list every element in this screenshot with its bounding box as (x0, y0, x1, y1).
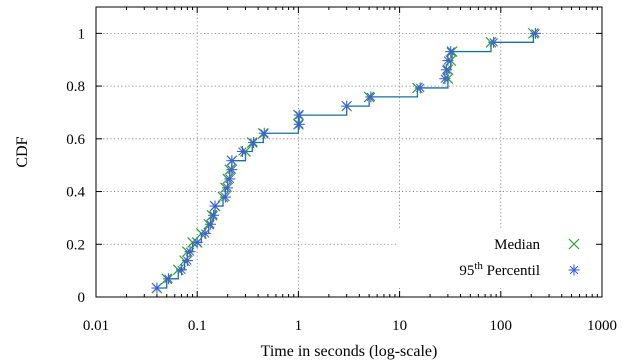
legend-marker-p95 (568, 264, 580, 276)
p95-point (151, 282, 163, 294)
x-tick-label: 0.01 (83, 318, 109, 334)
x-tick-label: 10 (392, 318, 407, 334)
y-tick-label: 0.4 (66, 185, 85, 201)
legend-asterisk-glyph (568, 264, 580, 276)
p95-point (439, 73, 451, 85)
legend-marker-median (568, 238, 580, 250)
p95-point (181, 255, 193, 267)
p95-point (219, 191, 231, 203)
x-axis-title: Time in seconds (log-scale) (261, 343, 438, 360)
p95-point (293, 118, 305, 130)
x-tick-label: 100 (490, 318, 513, 334)
data-markers (151, 27, 541, 294)
legend-label-median: Median (494, 237, 540, 253)
axis-ticks: 0.01 0.1 1 10 100 1000 0 0.2 0.4 0.6 0.8 1 (66, 7, 617, 334)
y-tick-label: 1 (78, 26, 86, 42)
legend: Median 95th Percentil (459, 237, 580, 279)
legend-background (398, 230, 598, 288)
legend-p95-superscript: th (474, 260, 483, 272)
p95-point (209, 200, 221, 212)
x-tick-label: 0.1 (188, 318, 207, 334)
p95-point (445, 46, 457, 58)
p95-point (488, 36, 500, 48)
legend-x-glyph (568, 238, 580, 250)
p95-point (365, 91, 377, 103)
p95-point (341, 100, 353, 112)
p95-point (191, 236, 203, 248)
p95-point (247, 137, 259, 149)
p95-point (176, 264, 188, 276)
plot-frame (95, 6, 603, 298)
y-tick-label: 0.6 (66, 132, 85, 148)
y-tick-label: 0.2 (66, 237, 85, 253)
p95-point (258, 127, 270, 139)
p95-point (184, 246, 196, 258)
y-axis-title: CDF (14, 136, 31, 167)
p95-point (224, 173, 236, 185)
x-tick-label: 1 (295, 318, 303, 334)
p95-point (208, 209, 220, 221)
y-tick-label: 0 (78, 290, 86, 306)
p95-point (440, 64, 452, 76)
p95-point (222, 182, 234, 194)
p95-point (162, 273, 174, 285)
p95-point (442, 55, 454, 67)
y-tick-label: 0.8 (66, 79, 85, 95)
p95-point (414, 82, 426, 94)
p95-point (226, 155, 238, 167)
grid-layer (96, 7, 602, 297)
p95-point (199, 227, 211, 239)
legend-p95-number: 95 (459, 263, 474, 279)
legend-label-p95: 95th Percentil (459, 260, 540, 279)
x-tick-label: 1000 (587, 318, 617, 334)
p95-point (236, 145, 248, 157)
p95-point (293, 109, 305, 121)
p95-point (204, 218, 216, 230)
legend-p95-word: Percentil (483, 263, 540, 279)
p95-point (529, 27, 541, 39)
